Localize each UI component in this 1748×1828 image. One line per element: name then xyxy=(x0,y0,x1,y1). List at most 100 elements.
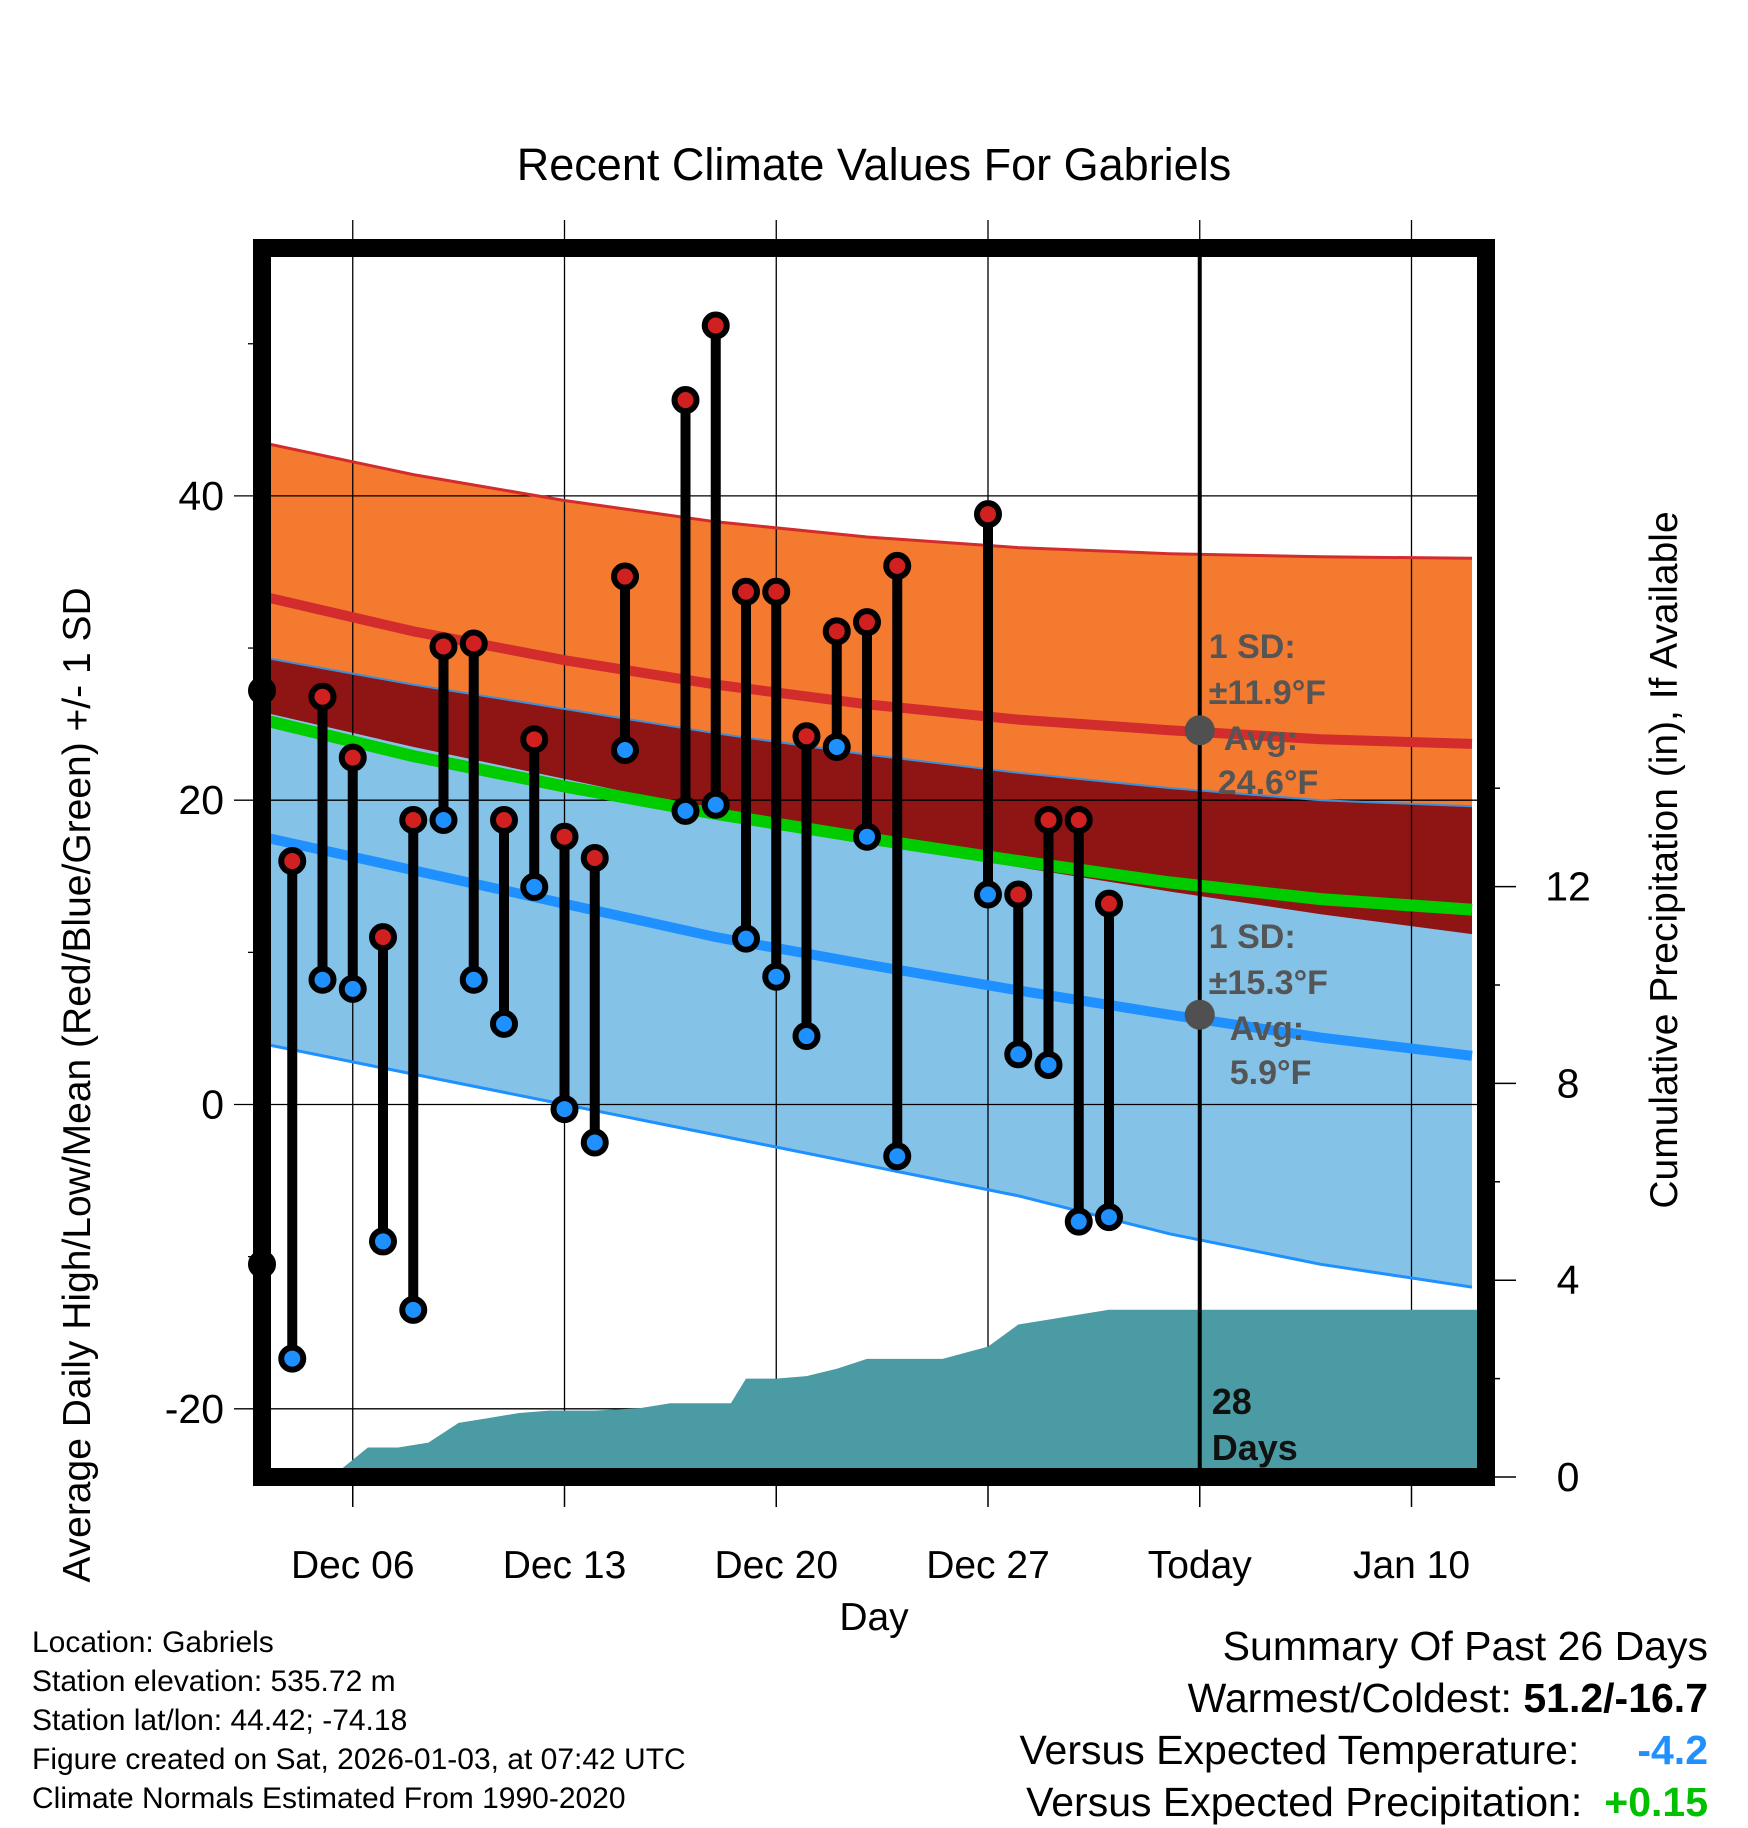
low-point xyxy=(308,965,337,994)
high-point xyxy=(1064,805,1093,834)
low-point xyxy=(611,735,639,764)
y2-tick-label: 8 xyxy=(1557,1060,1580,1106)
high-point xyxy=(278,847,307,876)
high-point xyxy=(580,844,609,873)
high-point xyxy=(459,629,488,658)
high-point xyxy=(974,500,1002,529)
warm-cold-value: 51.2/-16.7 xyxy=(1523,1675,1708,1721)
low-point xyxy=(459,965,488,994)
low-sd-value: ±15.3°F xyxy=(1209,964,1328,1002)
high-point xyxy=(853,608,881,637)
high-point xyxy=(792,722,821,751)
precip-label: Versus Expected Precipitation: xyxy=(1026,1779,1583,1825)
plot-frame xyxy=(253,239,1495,1486)
y2-tick-label: 4 xyxy=(1557,1257,1580,1303)
low-point xyxy=(822,732,851,761)
low-point xyxy=(732,924,760,953)
normal-bands xyxy=(262,442,1472,1288)
precip-area xyxy=(262,1309,1488,1477)
high-avg-dot xyxy=(1184,715,1215,746)
y-axis-label: Average Daily High/Low/Mean (Red/Blue/Gr… xyxy=(56,587,99,1582)
high-point xyxy=(550,822,579,851)
x-tick-label: Dec 27 xyxy=(926,1544,1050,1587)
y-tick-label: 40 xyxy=(178,473,224,519)
warm-cold-label: Warmest/Coldest: xyxy=(1187,1675,1512,1721)
low-avg-line xyxy=(262,831,1473,1061)
x-axis-label: Day xyxy=(839,1596,909,1639)
today-marker-group: 28 Days xyxy=(1197,248,1298,1477)
low-point xyxy=(671,796,700,825)
x-tick-label: Dec 06 xyxy=(291,1544,415,1587)
temp-value: -4.2 xyxy=(1637,1727,1708,1773)
low-point xyxy=(1034,1050,1063,1079)
high-point xyxy=(762,577,791,606)
high-point xyxy=(308,682,337,711)
high-avg-value: 24.6°F xyxy=(1218,764,1319,802)
high-point xyxy=(369,923,397,952)
precip-row: Versus Expected Precipitation: +0.15 xyxy=(1019,1776,1708,1828)
low-point xyxy=(338,974,367,1003)
low-point xyxy=(399,1295,428,1324)
low-point xyxy=(792,1022,821,1051)
high-plus-sd-line xyxy=(262,441,1473,560)
high-point xyxy=(490,805,518,834)
high-point xyxy=(883,551,912,580)
x-tick-label: Jan 10 xyxy=(1353,1544,1470,1587)
x-tick-label: Today xyxy=(1148,1544,1253,1587)
y-tick-label: 0 xyxy=(201,1082,224,1128)
high-point xyxy=(1034,805,1063,834)
low-point xyxy=(278,1344,307,1373)
high-sd-value: ±11.9°F xyxy=(1209,674,1326,712)
high-point xyxy=(399,805,428,834)
low-point xyxy=(701,790,730,819)
x-tick-label: Dec 13 xyxy=(503,1544,627,1587)
warm-cold-row: Warmest/Coldest: 51.2/-16.7 xyxy=(1019,1672,1708,1724)
low-sd-label: 1 SD: xyxy=(1209,918,1296,956)
low-point xyxy=(369,1227,397,1256)
low-point xyxy=(550,1095,579,1124)
low-avg-dot xyxy=(1184,999,1215,1030)
high-point xyxy=(429,632,458,661)
x-tick-label: Dec 20 xyxy=(714,1544,838,1587)
low-point xyxy=(853,822,881,851)
temp-label: Versus Expected Temperature: xyxy=(1019,1727,1580,1773)
high-point xyxy=(338,743,367,772)
low-point xyxy=(1095,1203,1123,1232)
annotations: 1 SD: ±11.9°F Avg: 24.6°F 1 SD: ±15.3°F Avg: 5.… xyxy=(1184,628,1328,1092)
normals-text: Climate Normals Estimated From 1990-2020 xyxy=(32,1782,626,1815)
y2-axis-label: Cumulative Precipitation (in), If Availa… xyxy=(1643,511,1686,1208)
low-point xyxy=(1064,1207,1093,1236)
low-point xyxy=(580,1128,609,1157)
high-point xyxy=(520,725,549,754)
daily-bars xyxy=(248,311,1123,1373)
low-avg-label: Avg: xyxy=(1230,1010,1304,1048)
precip-area-group xyxy=(262,1309,1488,1477)
low-avg-value: 5.9°F xyxy=(1230,1054,1312,1092)
high-avg-label: Avg: xyxy=(1224,720,1298,758)
latlon-text: Station lat/lon: 44.42; -74.18 xyxy=(32,1704,408,1737)
location-text: Location: Gabriels xyxy=(32,1626,274,1659)
high-point xyxy=(701,311,730,340)
today-days-number: 28 xyxy=(1212,1381,1252,1422)
high-sd-label: 1 SD: xyxy=(1209,628,1296,666)
high-point xyxy=(732,577,760,606)
precip-value: +0.15 xyxy=(1604,1779,1708,1825)
low-point xyxy=(429,805,458,834)
temp-row: Versus Expected Temperature: -4.2 xyxy=(1019,1724,1708,1776)
summary-panel: Summary Of Past 26 Days Warmest/Coldest:… xyxy=(1019,1620,1708,1828)
low-point xyxy=(762,962,791,991)
y2-tick-label: 0 xyxy=(1557,1454,1580,1500)
high-point xyxy=(611,562,639,591)
y-tick-label: -20 xyxy=(165,1386,224,1432)
today-days-text: Days xyxy=(1212,1427,1298,1468)
summary-title: Summary Of Past 26 Days xyxy=(1222,1623,1708,1669)
low-point xyxy=(883,1142,912,1171)
high-point xyxy=(822,617,851,646)
low-minus-sd-line xyxy=(262,1042,1473,1289)
elevation-text: Station elevation: 535.72 m xyxy=(32,1665,396,1698)
chart-title: Recent Climate Values For Gabriels xyxy=(517,139,1231,190)
low-point xyxy=(1004,1040,1033,1069)
low-point xyxy=(520,872,549,901)
created-text: Figure created on Sat, 2026-01-03, at 07… xyxy=(32,1743,686,1776)
